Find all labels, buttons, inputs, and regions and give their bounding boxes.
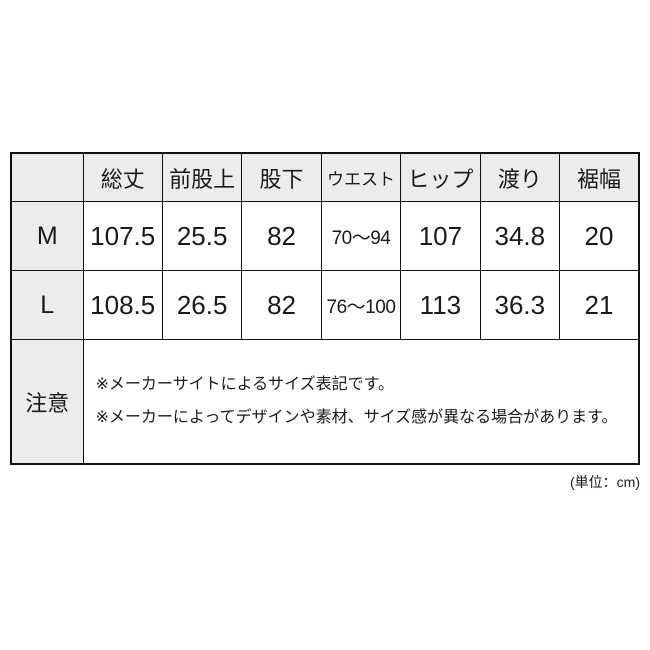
cell-m-inseam: 82 xyxy=(241,201,322,271)
note-cell: ※メーカーサイトによるサイズ表記です。 ※メーカーによってデザインや素材、サイズ… xyxy=(82,339,640,465)
cell-m-front-rise: 25.5 xyxy=(161,201,243,271)
row-header-size-l: L xyxy=(10,270,84,340)
col-header-hem-width: 裾幅 xyxy=(559,152,640,202)
cell-l-front-rise: 26.5 xyxy=(161,270,243,340)
row-header-note: 注意 xyxy=(10,339,84,465)
cell-m-waist: 70～94 xyxy=(320,201,402,271)
cell-m-total-length: 107.5 xyxy=(82,201,163,271)
col-header-inseam: 股下 xyxy=(241,152,322,202)
table-row-size-m: M 107.5 25.5 82 70～94 107 34.8 20 xyxy=(10,201,640,271)
note-line-2: ※メーカーによってデザインや素材、サイズ感が異なる場合があります。 xyxy=(95,408,618,426)
col-header-hip: ヒップ xyxy=(400,152,481,202)
cell-l-total-length: 108.5 xyxy=(82,270,163,340)
col-header-thigh-width: 渡り xyxy=(479,152,561,202)
col-header-front-rise: 前股上 xyxy=(161,152,243,202)
note-line-1: ※メーカーサイトによるサイズ表記です。 xyxy=(95,375,395,393)
cell-l-inseam: 82 xyxy=(241,270,322,340)
cell-m-hem-width: 20 xyxy=(559,201,640,271)
unit-label: (単位：cm) xyxy=(570,474,640,490)
col-header-waist: ウエスト xyxy=(320,152,402,202)
table-row-note: 注意 ※メーカーサイトによるサイズ表記です。 ※メーカーによってデザインや素材、… xyxy=(10,339,640,465)
cell-l-thigh-width: 36.3 xyxy=(479,270,561,340)
col-header-total-length: 総丈 xyxy=(82,152,163,202)
cell-l-hem-width: 21 xyxy=(559,270,640,340)
cell-l-waist: 76～100 xyxy=(320,270,402,340)
cell-m-hip: 107 xyxy=(400,201,481,271)
size-chart-table: 総丈 前股上 股下 ウエスト ヒップ 渡り 裾幅 M 107.5 25.5 82… xyxy=(10,152,640,465)
header-row: 総丈 前股上 股下 ウエスト ヒップ 渡り 裾幅 xyxy=(10,152,640,202)
corner-cell xyxy=(10,152,84,202)
row-header-size-m: M xyxy=(10,201,84,271)
cell-l-hip: 113 xyxy=(400,270,481,340)
table-row-size-l: L 108.5 26.5 82 76～100 113 36.3 21 xyxy=(10,270,640,340)
size-chart-section: 総丈 前股上 股下 ウエスト ヒップ 渡り 裾幅 M 107.5 25.5 82… xyxy=(10,152,640,492)
cell-m-thigh-width: 34.8 xyxy=(479,201,561,271)
